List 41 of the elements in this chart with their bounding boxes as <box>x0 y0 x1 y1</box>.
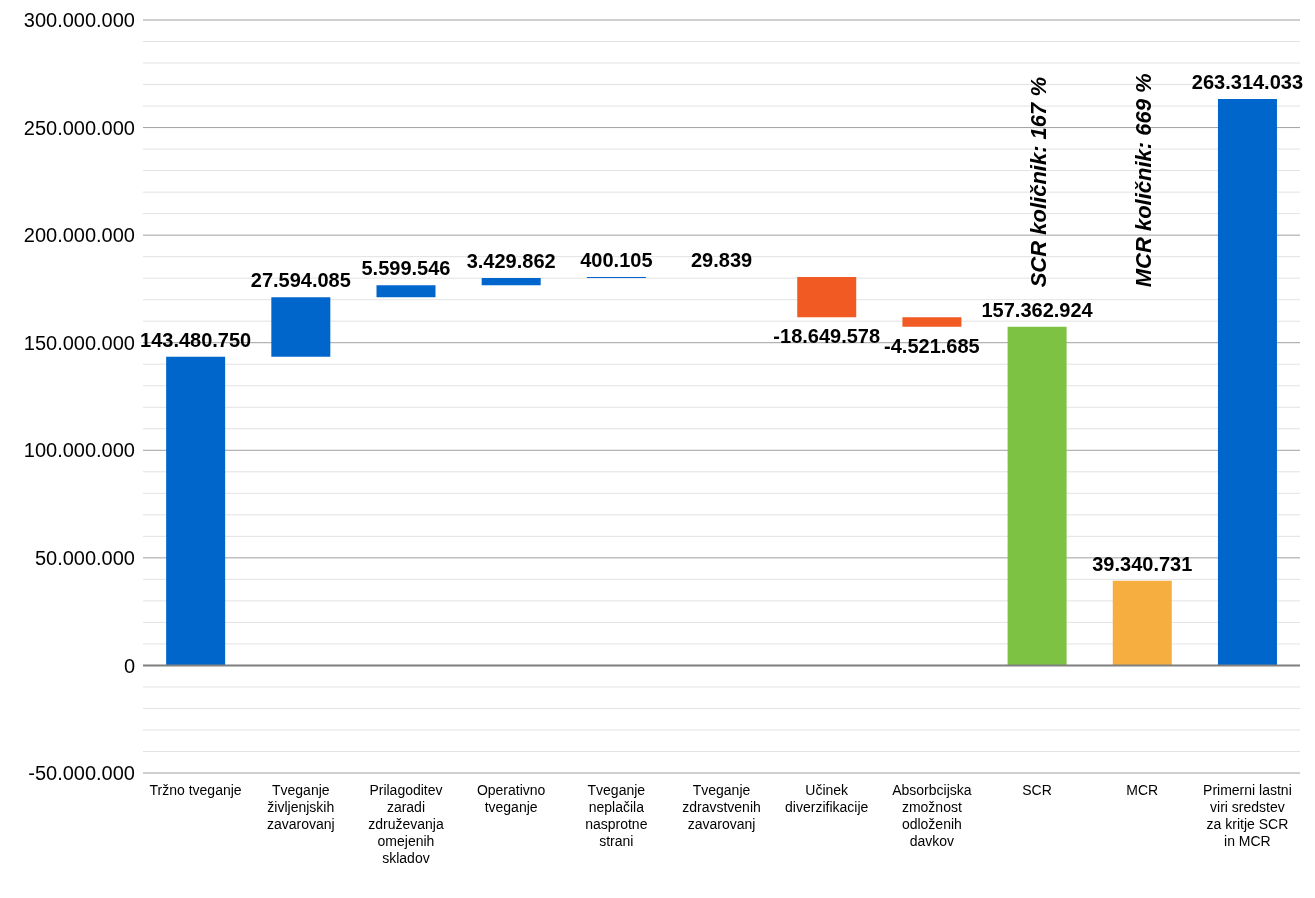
data-label: 3.429.862 <box>466 249 556 272</box>
annotation: MCR količnik: 669 % <box>1131 73 1157 288</box>
annotation: SCR količnik: 167 % <box>1026 77 1052 288</box>
data-label: 157.362.924 <box>981 298 1094 321</box>
data-label: -18.649.578 <box>773 325 881 348</box>
x-tick-label: Tveganje neplačila nasprotne strani <box>585 782 648 849</box>
y-tick-label: -50.000.000 <box>28 762 135 785</box>
data-label: 5.599.546 <box>361 257 451 280</box>
bar <box>271 297 331 357</box>
x-tick-label: SCR <box>1022 782 1052 798</box>
x-tick-label: Tveganje življenjskih zavarovanj <box>266 782 335 832</box>
data-label: -4.521.685 <box>884 334 980 357</box>
bar <box>1007 326 1067 666</box>
x-tick-label: Operativno tveganje <box>476 782 546 815</box>
x-tick-label: Učinek diverzifikacije <box>785 782 869 815</box>
data-label: 263.314.033 <box>1191 70 1304 93</box>
data-label: 29.839 <box>690 249 753 272</box>
y-tick-label: 250.000.000 <box>23 116 135 139</box>
y-tick-label: 0 <box>123 654 135 677</box>
data-label: 39.340.731 <box>1092 552 1193 575</box>
x-tick-label: Prilagoditev zaradi združevanja omejenih skladov <box>368 782 444 866</box>
y-tick-label: 300.000.000 <box>23 9 135 32</box>
y-tick-label: 200.000.000 <box>23 224 135 247</box>
y-tick-label: 150.000.000 <box>23 331 135 354</box>
data-label: 27.594.085 <box>250 269 351 292</box>
bar <box>797 277 857 318</box>
x-tick-label: MCR <box>1126 782 1159 798</box>
bar <box>166 356 226 666</box>
y-tick-label: 50.000.000 <box>34 546 135 569</box>
bar <box>1217 98 1277 666</box>
bar <box>481 277 541 286</box>
data-label: 400.105 <box>580 249 653 272</box>
x-tick-label: Primerni lastni viri sredstev za kritje SCR in MCR <box>1203 782 1292 849</box>
x-tick-label: Tržno tveganje <box>149 782 242 798</box>
x-tick-label: Tveganje zdravstvenih zavarovanj <box>682 782 761 832</box>
y-tick-label: 100.000.000 <box>23 439 135 462</box>
bar <box>376 285 436 298</box>
x-tick-label: Absorbcijska zmožnost odloženih davkov <box>892 782 972 849</box>
data-label: 143.480.750 <box>140 328 252 351</box>
bar <box>1112 580 1172 666</box>
bar <box>902 317 962 327</box>
